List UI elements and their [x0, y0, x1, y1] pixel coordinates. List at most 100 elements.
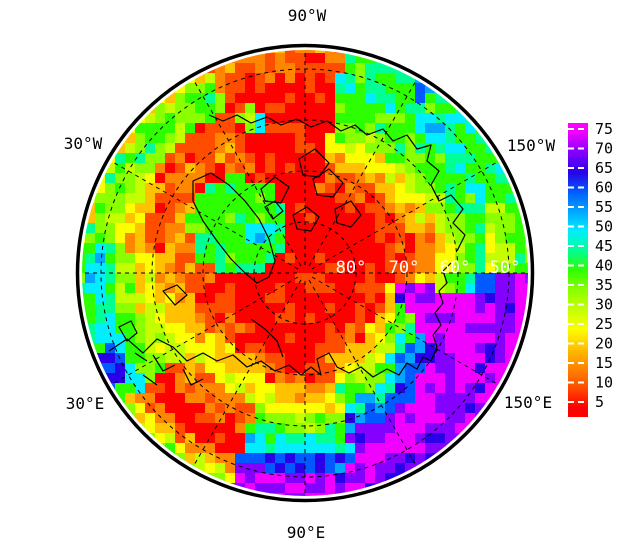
heat-cell: [165, 343, 176, 354]
heat-cell: [205, 313, 216, 324]
heat-cell: [195, 193, 206, 204]
heat-cell: [125, 143, 136, 154]
heat-cell: [225, 303, 236, 314]
heat-cell: [495, 343, 506, 354]
heat-cell: [405, 73, 416, 84]
heat-cell: [435, 423, 446, 434]
heat-cell: [365, 163, 376, 174]
heat-cell: [155, 213, 166, 224]
heat-cell: [315, 253, 326, 264]
heat-cell: [295, 233, 306, 244]
heat-cell: [145, 343, 156, 354]
heat-cell: [245, 173, 256, 184]
heat-cell: [345, 453, 356, 464]
heat-cell: [455, 313, 466, 324]
heat-cell: [465, 193, 476, 204]
heat-cell: [185, 283, 196, 294]
heat-cell: [145, 423, 156, 434]
heat-cell: [425, 333, 436, 344]
heat-cell: [95, 343, 106, 354]
heat-cell: [285, 213, 296, 224]
heat-cell: [85, 273, 96, 284]
heat-cell: [455, 383, 466, 394]
heat-cell: [405, 143, 416, 154]
heat-cell: [415, 423, 426, 434]
heat-cell: [345, 193, 356, 204]
heat-cell: [335, 243, 346, 254]
heat-cell: [275, 83, 286, 94]
heat-cell: [465, 263, 476, 274]
heat-cell: [405, 273, 416, 284]
heat-cell: [85, 263, 96, 274]
coastline-border-1: [152, 354, 176, 372]
heat-cell: [385, 343, 396, 354]
heat-cell: [115, 213, 126, 224]
heat-cell: [125, 243, 136, 254]
heat-cell: [125, 263, 136, 274]
heat-cell: [305, 403, 316, 414]
heat-cell: [95, 333, 106, 344]
heat-cell: [205, 373, 216, 384]
heat-cell: [455, 173, 466, 184]
heat-cell: [205, 143, 216, 154]
heat-cell: [245, 123, 256, 134]
heat-cell: [335, 253, 346, 264]
heat-cell: [315, 333, 326, 344]
heat-cell: [165, 363, 176, 374]
colorbar-tick-right: [578, 362, 584, 364]
heat-cell: [225, 363, 236, 374]
heat-cell: [195, 453, 206, 464]
heat-cell: [455, 353, 466, 364]
heat-cell: [165, 183, 176, 194]
heat-cell: [85, 223, 96, 234]
heat-cell: [315, 413, 326, 424]
heat-cell: [305, 203, 316, 214]
heat-cell: [485, 243, 496, 254]
heat-cell: [195, 233, 206, 244]
heat-cell: [275, 293, 286, 304]
heat-cell: [325, 373, 336, 384]
heat-cell: [465, 213, 476, 224]
heat-cell: [145, 263, 156, 274]
heat-cell: [365, 293, 376, 304]
heat-cell: [275, 433, 286, 444]
heat-cell: [215, 263, 226, 274]
heat-cell: [185, 333, 196, 344]
heat-cell: [225, 463, 236, 474]
colorbar-tick-label: 60: [595, 179, 613, 197]
heat-cell: [125, 253, 136, 264]
heat-cell: [145, 123, 156, 134]
heat-cell: [275, 103, 286, 114]
colorbar-tick-label: 25: [595, 315, 613, 333]
heat-cell: [225, 243, 236, 254]
heat-cell: [82, 243, 86, 254]
heat-cell: [125, 183, 136, 194]
heat-cell: [145, 193, 156, 204]
heat-cell: [515, 323, 526, 334]
heat-cell: [435, 333, 446, 344]
heat-cell: [455, 363, 466, 374]
heat-cell: [235, 433, 246, 444]
heat-cell: [355, 253, 366, 264]
heat-cell: [435, 223, 446, 234]
heat-cell: [285, 453, 296, 464]
heat-cell: [435, 183, 446, 194]
heat-cell: [325, 183, 336, 194]
heat-cell: [295, 113, 306, 124]
heat-cell: [275, 173, 286, 184]
heat-cell: [145, 213, 156, 224]
heat-cell: [345, 173, 356, 184]
heat-cell: [255, 333, 266, 344]
heat-cell: [425, 223, 436, 234]
heat-cell: [215, 453, 226, 464]
heat-cell: [275, 463, 286, 474]
heat-cell: [185, 363, 196, 374]
heat-cell: [235, 233, 246, 244]
heat-cell: [415, 103, 426, 114]
heat-cell: [285, 303, 296, 314]
heat-cell: [135, 403, 146, 414]
heat-cell: [145, 413, 156, 424]
heat-cell: [125, 323, 136, 334]
colorbar-tick-left: [568, 186, 574, 189]
heat-cell: [135, 363, 146, 374]
